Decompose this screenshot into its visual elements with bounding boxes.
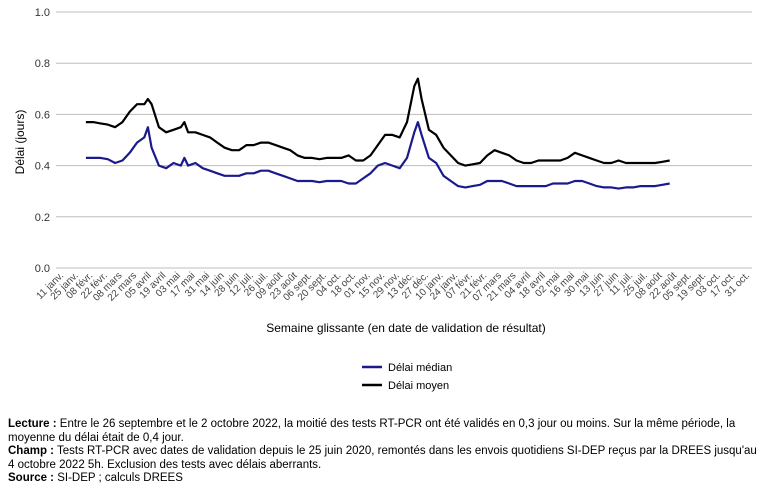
champ-text: Tests RT-PCR avec dates de validation de… xyxy=(8,445,757,471)
source-text: SI-DEP ; calculs DREES xyxy=(54,472,183,484)
legend: Délai médian Délai moyen xyxy=(362,362,452,392)
chart-notes: Lecture : Entre le 26 septembre et le 2 … xyxy=(8,418,764,486)
y-axis-title: Délai (jours) xyxy=(13,110,27,175)
champ-label: Champ : xyxy=(8,445,54,457)
series-line-median xyxy=(85,121,670,190)
y-axis-ticks: 0.0 0.2 0.4 0.6 0.8 1.0 xyxy=(35,7,50,275)
y-tick-label: 0.2 xyxy=(35,212,50,224)
y-tick-label: 0.0 xyxy=(35,263,50,275)
legend-label: Délai médian xyxy=(388,362,452,374)
lecture-text: Entre le 26 septembre et le 2 octobre 20… xyxy=(8,418,736,444)
source-label: Source : xyxy=(8,472,55,484)
champ-note: Champ : Tests RT-PCR avec dates de valid… xyxy=(8,445,764,472)
y-tick-label: 1.0 xyxy=(35,7,50,19)
y-tick-label: 0.6 xyxy=(35,109,50,121)
y-tick-label: 0.4 xyxy=(35,161,50,173)
legend-label: Délai moyen xyxy=(388,380,449,392)
gridlines xyxy=(56,11,752,269)
x-axis-ticks: 11 janv.25 janv.08 févr.22 févr.08 mars2… xyxy=(35,270,752,303)
y-tick-label: 0.8 xyxy=(35,58,50,70)
series-lines xyxy=(85,77,670,190)
lecture-label: Lecture : xyxy=(8,418,57,430)
source-note: Source : SI-DEP ; calculs DREES xyxy=(8,472,764,486)
series-line-moyen xyxy=(85,77,670,167)
lecture-note: Lecture : Entre le 26 septembre et le 2 … xyxy=(8,418,764,445)
x-axis-title: Semaine glissante (en date de validation… xyxy=(266,321,546,335)
line-chart: 0.0 0.2 0.4 0.6 0.8 1.0 11 janv.25 janv.08 fé… xyxy=(13,7,752,392)
